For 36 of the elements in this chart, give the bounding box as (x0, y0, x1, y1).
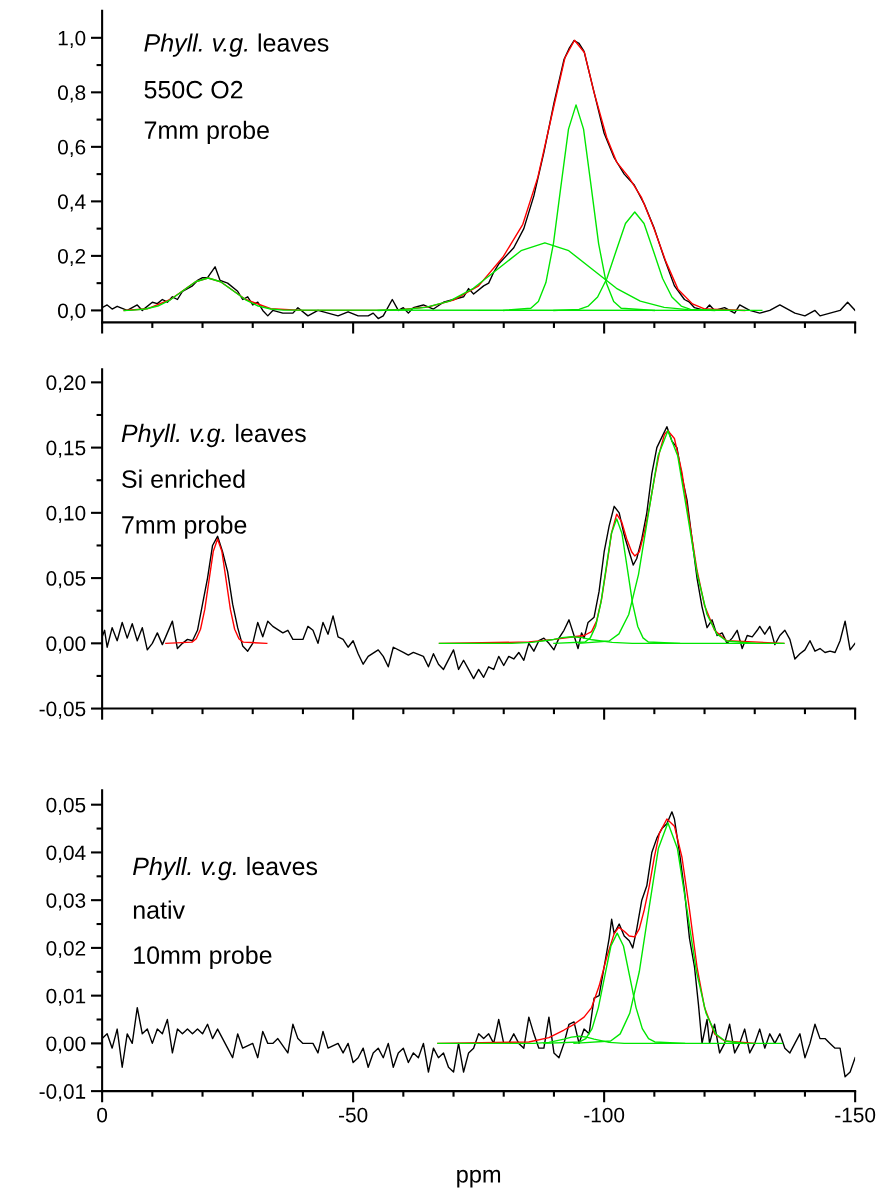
annotation: 7mm probe (122, 515, 247, 539)
x-axis-title: ppm (457, 1169, 501, 1188)
annotation: leaves (247, 856, 318, 876)
annotation: Phyll. v.g. (121, 423, 225, 448)
y-tick-label: 0,04 (46, 845, 86, 863)
annotation: Si enriched (122, 469, 245, 488)
y-tick-label: 0,6 (58, 139, 86, 158)
x-tick-label: -50 (339, 1107, 368, 1123)
annotation: leaves (236, 423, 306, 443)
annotation: 7mm probe (144, 120, 269, 144)
y-tick-label: 0,01 (46, 988, 86, 1006)
y-tick-label: 0,0 (58, 303, 86, 321)
annotation: 550C O2 (144, 80, 243, 99)
annotation: Phyll. v.g. (144, 33, 247, 57)
y-tick-label: 0,00 (46, 636, 86, 654)
y-tick-label: 0,05 (46, 571, 86, 589)
y-tick-label: 0,20 (46, 375, 86, 393)
y-tick-label: 0,4 (58, 194, 86, 212)
x-tick-label: -100 (584, 1107, 625, 1123)
y-tick-label: 0,15 (46, 440, 86, 458)
y-tick-label: 0,8 (58, 85, 86, 103)
y-tick-label: 0,00 (46, 1036, 86, 1054)
y-tick-label: 0,2 (58, 248, 86, 267)
y-tick-label: 0,03 (46, 893, 86, 911)
x-tick-label: 0 (97, 1107, 108, 1123)
annotation: Phyll. v.g. (133, 856, 236, 881)
y-tick-label: 1,0 (58, 30, 86, 49)
annotation: leaves (258, 33, 329, 52)
y-tick-label: 0,10 (46, 505, 86, 524)
y-tick-label: 0,05 (46, 797, 86, 815)
annotation: nativ (133, 900, 185, 919)
y-tick-label: -0,05 (39, 701, 86, 719)
annotation: 10mm probe (134, 945, 272, 969)
y-tick-label: 0,02 (46, 940, 86, 959)
y-tick-label: -0,01 (39, 1084, 86, 1102)
x-tick-label: -150 (835, 1107, 876, 1123)
